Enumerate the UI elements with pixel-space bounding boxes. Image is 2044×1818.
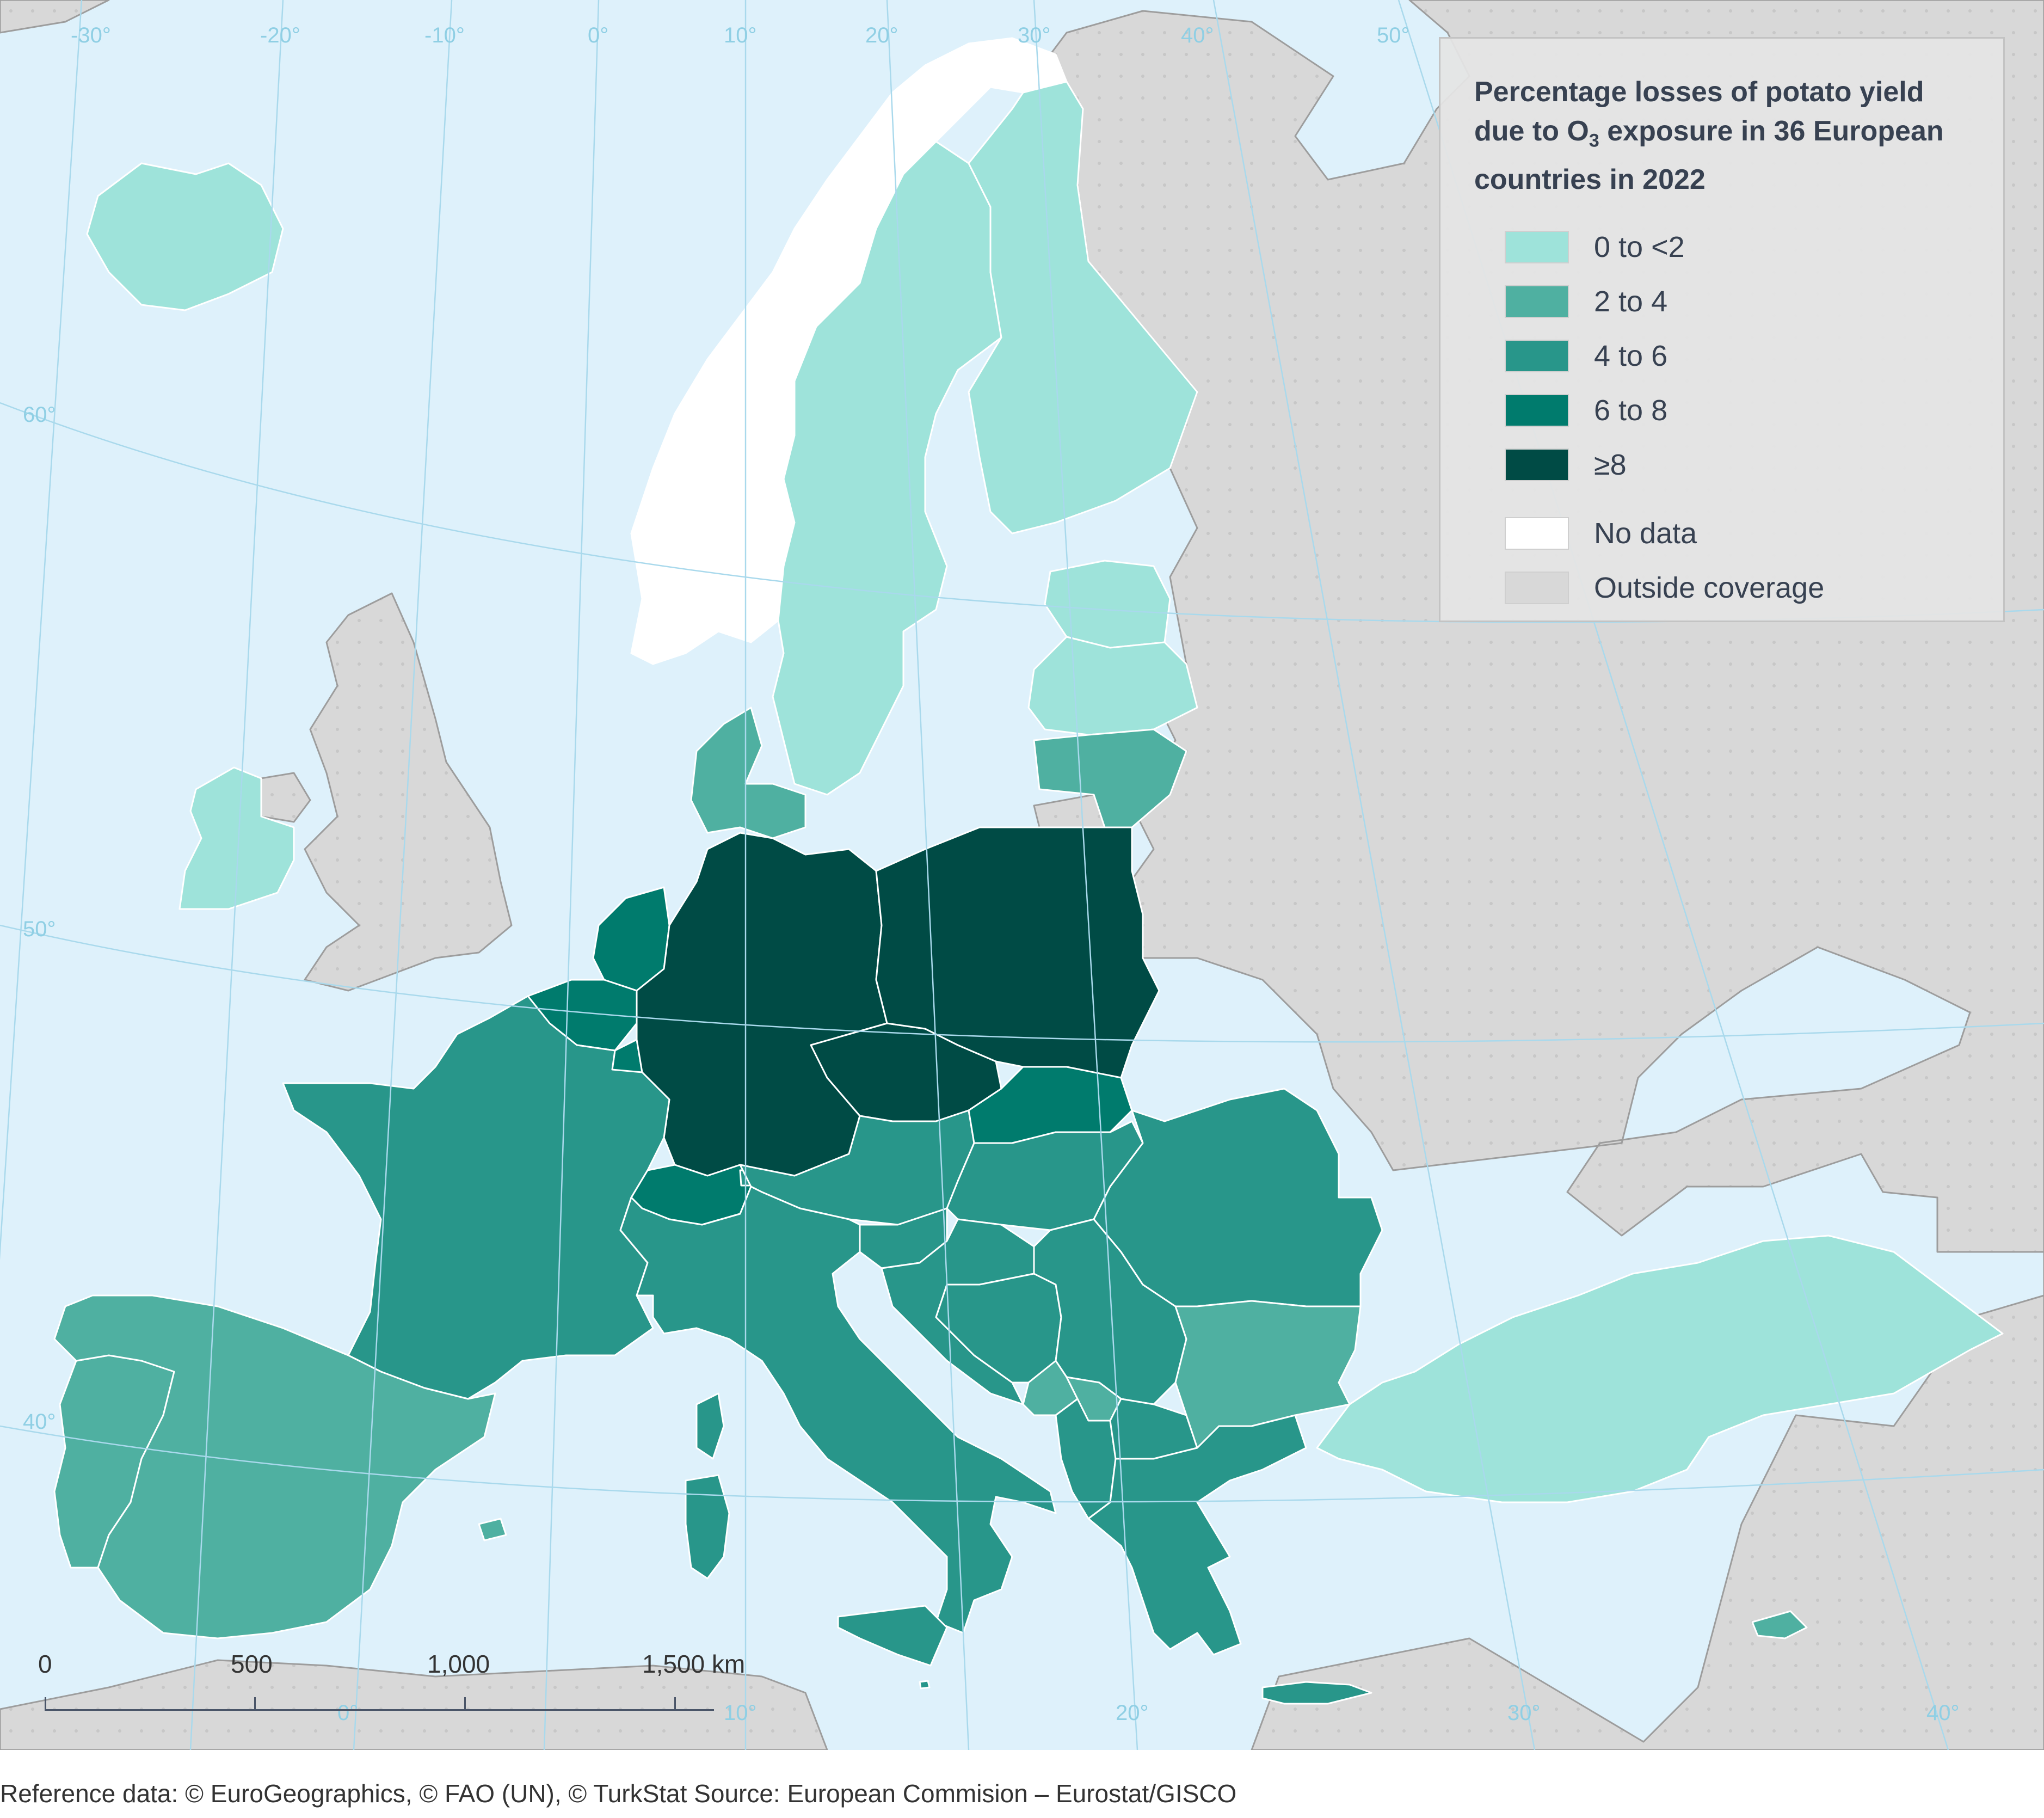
scale-tick <box>464 1697 466 1711</box>
scale-label: 1,500 km <box>642 1650 746 1678</box>
meridian-label: 20° <box>1116 1701 1149 1725</box>
scale-label: 500 <box>231 1650 273 1678</box>
legend-title-line: countries in 2022 <box>1474 164 1706 196</box>
meridian-label: -20° <box>260 23 300 47</box>
map-frame: -30° -20° -10° 0° 10° 20° 30° 40° 50° 0°… <box>0 0 2044 1750</box>
country-corsica <box>695 1392 725 1460</box>
country-latvia <box>1027 636 1198 736</box>
country-sweden <box>772 140 1002 796</box>
scale-bar: 0 500 1,000 1,500 km <box>38 1649 746 1725</box>
country-poland <box>875 826 1160 1079</box>
country-bulgaria <box>1174 1300 1362 1449</box>
meridian-label: 0° <box>588 23 608 47</box>
legend-swatch <box>1505 572 1569 605</box>
outside-north-africa <box>0 1659 828 1750</box>
meridian-label: -10° <box>424 23 465 47</box>
country-cyprus <box>1751 1610 1808 1639</box>
outside-united-kingdom <box>304 592 513 992</box>
meridian-label: 50° <box>1377 23 1410 47</box>
legend-label: 4 to 6 <box>1594 340 1668 373</box>
country-ireland <box>178 766 295 910</box>
legend-item: ≥8 <box>1474 438 1971 492</box>
parallel-label: 40° <box>23 1410 56 1434</box>
meridian-line <box>886 0 970 1750</box>
country-greece <box>1087 1414 1307 1656</box>
legend: Percentage losses of potato yield due to… <box>1439 37 2005 622</box>
scale-tick <box>254 1697 256 1711</box>
parallel-label: 50° <box>23 917 56 941</box>
legend-label: 0 to <2 <box>1594 231 1685 264</box>
graticule <box>0 0 2044 1750</box>
country-finland <box>968 81 1198 535</box>
legend-item: 0 to <2 <box>1474 220 1971 274</box>
legend-item: 2 to 4 <box>1474 274 1971 329</box>
meridian-line <box>1212 0 1536 1750</box>
legend-label: Outside coverage <box>1594 572 1825 605</box>
meridian-label: -30° <box>71 23 111 47</box>
meridian-label: 30° <box>1507 1701 1541 1725</box>
meridian-line <box>353 0 453 1750</box>
parallel-label: 60° <box>23 403 56 427</box>
country-iceland <box>86 162 284 311</box>
country-sicily <box>837 1605 948 1667</box>
legend-item: 6 to 8 <box>1474 383 1971 438</box>
meridian-label: 40° <box>1181 23 1214 47</box>
meridian-label: 0° <box>337 1701 358 1725</box>
meridian-label: 10° <box>724 23 757 47</box>
scale-label: 0 <box>38 1650 52 1678</box>
country-balearic-islands <box>478 1518 507 1541</box>
legend-item: Outside coverage <box>1474 561 1971 615</box>
legend-swatch <box>1505 394 1569 427</box>
footer-credits: Reference data: © EuroGeographics, © FAO… <box>0 1779 1237 1808</box>
legend-item: 4 to 6 <box>1474 329 1971 383</box>
graticule-labels: -30° -20° -10° 0° 10° 20° 30° 40° 50° 0°… <box>23 23 1960 1725</box>
legend-label: 6 to 8 <box>1594 394 1668 427</box>
meridian-label: 20° <box>865 23 898 47</box>
parallel-line <box>0 1425 2044 1503</box>
country-lithuania <box>1033 728 1187 828</box>
country-italy <box>619 1186 1057 1634</box>
legend-title-line: due to O <box>1474 115 1589 147</box>
meridian-line <box>0 0 83 1261</box>
legend-title-line: Percentage losses of potato yield <box>1474 76 1924 108</box>
parallel-line <box>0 924 2044 1043</box>
meridian-line <box>543 0 600 1750</box>
legend-label: 2 to 4 <box>1594 285 1668 318</box>
country-turkiye <box>1316 1234 2004 1503</box>
meridian-label: 40° <box>1926 1701 1960 1725</box>
legend-swatch <box>1505 231 1569 264</box>
countries <box>53 37 2004 1705</box>
country-malta <box>919 1680 931 1690</box>
legend-label: ≥8 <box>1594 449 1627 482</box>
legend-swatch <box>1505 340 1569 373</box>
legend-swatch <box>1505 285 1569 318</box>
meridian-line <box>1033 0 1138 1750</box>
meridian-label: 10° <box>724 1701 757 1725</box>
country-sardinia <box>685 1474 730 1580</box>
legend-item: No data <box>1474 506 1971 561</box>
scale-tick <box>45 1697 46 1711</box>
meridian-label: 30° <box>1018 23 1051 47</box>
legend-swatch <box>1505 517 1569 550</box>
legend-title: Percentage losses of potato yield due to… <box>1474 72 1971 199</box>
country-spain <box>53 1294 496 1639</box>
legend-title-subscript: 3 <box>1589 130 1599 151</box>
country-denmark <box>690 707 806 839</box>
legend-label: No data <box>1594 517 1697 550</box>
scale-tick <box>674 1697 676 1711</box>
scale-line <box>45 1709 714 1711</box>
scale-label: 1,000 <box>427 1650 490 1678</box>
country-crete <box>1261 1681 1372 1705</box>
legend-title-line: exposure in 36 European <box>1599 115 1944 147</box>
meridian-line <box>189 0 284 1750</box>
legend-swatch <box>1505 449 1569 482</box>
